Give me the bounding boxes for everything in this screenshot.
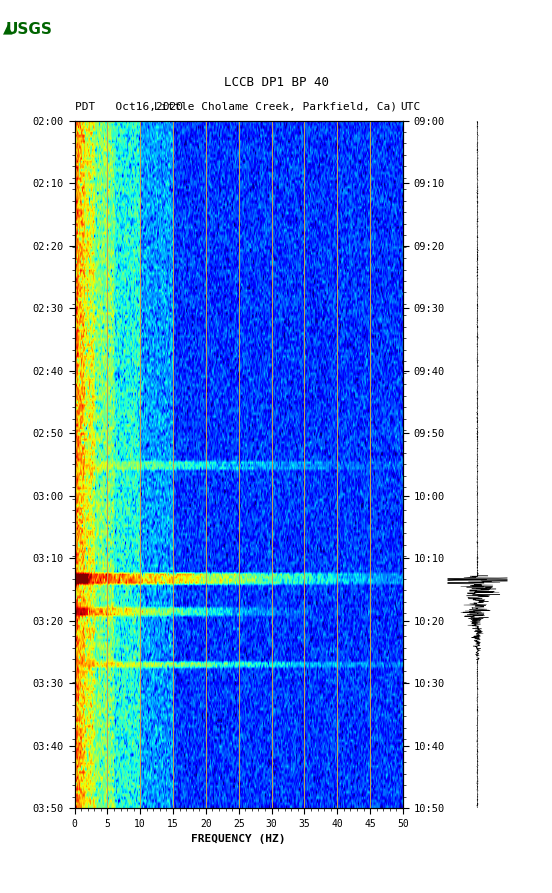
- Text: USGS: USGS: [6, 22, 52, 38]
- Text: UTC: UTC: [400, 102, 421, 112]
- Text: ▲: ▲: [3, 22, 12, 36]
- Text: Little Cholame Creek, Parkfield, Ca): Little Cholame Creek, Parkfield, Ca): [155, 102, 397, 112]
- X-axis label: FREQUENCY (HZ): FREQUENCY (HZ): [192, 834, 286, 844]
- Text: PDT   Oct16,2020: PDT Oct16,2020: [75, 102, 183, 112]
- Text: LCCB DP1 BP 40: LCCB DP1 BP 40: [224, 76, 328, 89]
